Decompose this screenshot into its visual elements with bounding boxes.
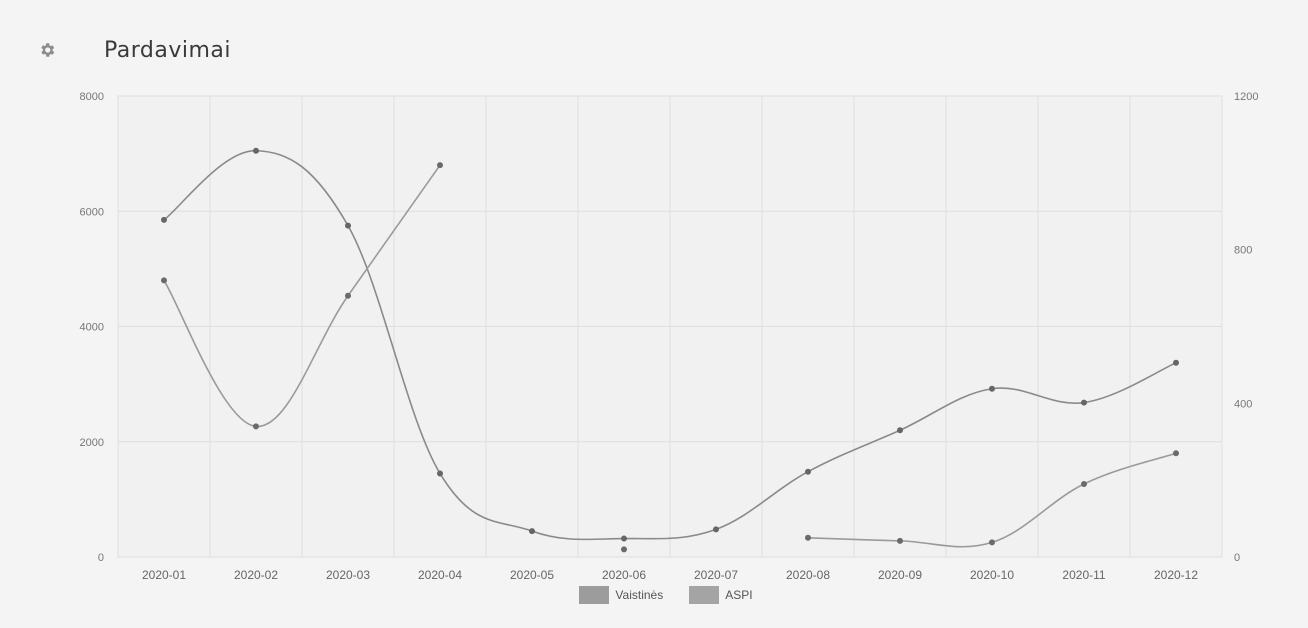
data-point-aspi	[989, 539, 995, 546]
data-point-vaistines	[161, 216, 167, 223]
gear-icon[interactable]	[38, 41, 56, 59]
y-left-tick-label: 8000	[80, 91, 104, 103]
data-point-vaistines	[529, 528, 535, 535]
data-point-aspi	[897, 537, 903, 544]
x-tick-label: 2020-01	[142, 568, 186, 582]
data-point-aspi	[805, 534, 811, 541]
legend-item-vaistines[interactable]: Vaistinės	[579, 586, 663, 604]
page-title: Pardavimai	[104, 37, 232, 63]
data-point-aspi	[345, 292, 351, 299]
x-tick-label: 2020-02	[234, 568, 278, 582]
series-line-aspi	[163, 164, 441, 428]
data-point-vaistines	[1173, 359, 1179, 366]
legend-item-aspi[interactable]: ASPI	[689, 586, 753, 604]
legend-label: ASPI	[725, 588, 753, 602]
chart-legend: Vaistinės ASPI	[12, 586, 1308, 604]
y-left-tick-label: 4000	[80, 322, 104, 334]
data-point-vaistines	[345, 222, 351, 229]
y-left-tick-label: 2000	[80, 437, 104, 449]
data-point-vaistines	[897, 427, 903, 434]
data-point-aspi	[1173, 450, 1179, 457]
legend-swatch	[689, 586, 720, 604]
data-point-aspi	[253, 423, 259, 430]
data-point-vaistines	[713, 526, 719, 533]
x-tick-label: 2020-10	[970, 568, 1014, 582]
x-tick-label: 2020-04	[418, 568, 462, 582]
x-tick-label: 2020-06	[602, 568, 646, 582]
x-tick-label: 2020-09	[878, 568, 922, 582]
x-tick-label: 2020-05	[510, 568, 554, 582]
data-point-vaistines	[805, 468, 811, 475]
data-point-aspi	[621, 546, 627, 553]
data-point-vaistines	[1081, 399, 1087, 406]
data-point-aspi	[1081, 481, 1087, 488]
legend-swatch	[579, 586, 610, 604]
x-tick-label: 2020-07	[694, 568, 738, 582]
x-tick-label: 2020-12	[1154, 568, 1198, 582]
data-point-aspi	[161, 277, 167, 284]
x-tick-label: 2020-03	[326, 568, 370, 582]
data-point-vaistines	[253, 147, 259, 154]
data-point-vaistines	[437, 470, 443, 477]
y-right-tick-label: 1200	[1234, 91, 1258, 103]
x-tick-label: 2020-11	[1062, 568, 1105, 582]
data-point-vaistines	[621, 535, 627, 542]
data-point-vaistines	[989, 385, 995, 392]
y-left-tick-label: 6000	[80, 206, 104, 218]
legend-label: Vaistinės	[615, 588, 664, 602]
y-right-tick-label: 400	[1234, 398, 1252, 410]
data-point-aspi	[437, 162, 443, 169]
y-right-tick-label: 800	[1234, 245, 1252, 257]
y-right-tick-label: 0	[1234, 552, 1240, 564]
panel-header: Pardavimai	[38, 32, 231, 68]
y-left-tick-label: 0	[98, 552, 104, 564]
x-tick-label: 2020-08	[786, 568, 830, 582]
